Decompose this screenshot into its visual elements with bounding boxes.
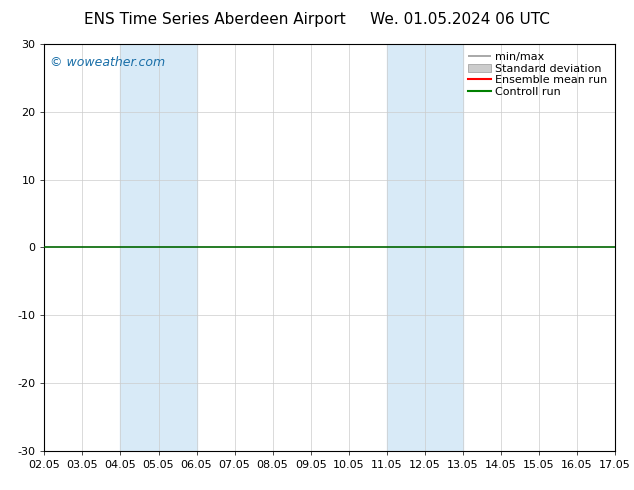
Bar	[120, 44, 197, 451]
Text: © woweather.com: © woweather.com	[50, 56, 165, 69]
Bar	[387, 44, 463, 451]
Legend: min/max, Standard deviation, Ensemble mean run, Controll run: min/max, Standard deviation, Ensemble me…	[466, 49, 609, 99]
Text: ENS Time Series Aberdeen Airport     We. 01.05.2024 06 UTC: ENS Time Series Aberdeen Airport We. 01.…	[84, 12, 550, 27]
